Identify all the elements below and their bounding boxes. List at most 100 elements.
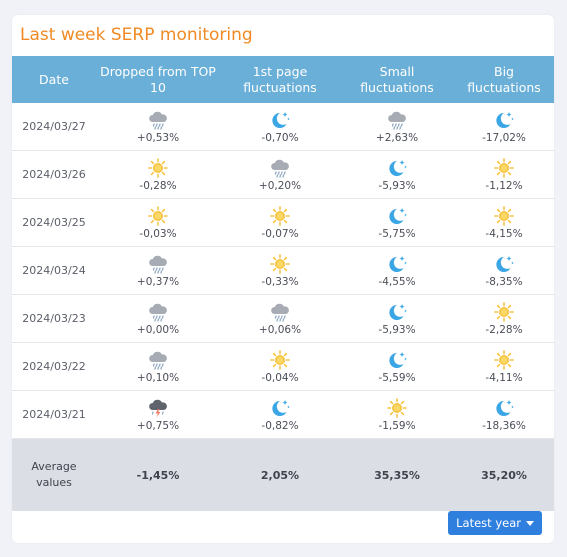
metric-cell: -18,36%	[454, 390, 554, 439]
metric-cell: -5,93%	[340, 150, 454, 199]
metric-cell: +0,75%	[96, 390, 220, 439]
sun-icon	[493, 205, 515, 226]
metric-cell: -0,70%	[220, 103, 340, 151]
metric-value: +0,37%	[136, 275, 180, 288]
sun-icon	[269, 205, 291, 226]
sun-icon	[493, 301, 515, 322]
metric-cell: +2,63%	[340, 103, 454, 151]
metric-value: -4,55%	[378, 275, 416, 288]
metric-value: -1,59%	[378, 419, 416, 432]
moon-stars-icon	[493, 398, 515, 418]
moon-stars-icon	[386, 158, 408, 178]
table-header-row: Date Dropped from TOP 10 1st page fluctu…	[12, 56, 554, 103]
metric-value: -0,70%	[261, 131, 299, 144]
moon-stars-icon	[493, 110, 515, 130]
moon-stars-icon	[269, 398, 291, 418]
row-date: 2024/03/26	[12, 150, 96, 199]
metric-value: +0,00%	[136, 323, 180, 336]
table-row: 2024/03/25 -0,03% -0,07% -5,75% -4,15%	[12, 198, 554, 247]
metric-value: -4,11%	[485, 371, 523, 384]
average-value: 35,20%	[454, 438, 554, 511]
metric-value: +0,06%	[258, 323, 302, 336]
metric-value: -1,12%	[485, 179, 523, 192]
caret-down-icon	[526, 520, 534, 526]
metric-value: -8,35%	[485, 275, 523, 288]
row-date: 2024/03/21	[12, 390, 96, 439]
rain-icon	[269, 158, 291, 178]
metric-value: +2,63%	[375, 131, 419, 144]
metric-cell: -4,15%	[454, 198, 554, 247]
metric-value: -2,28%	[485, 323, 523, 336]
sun-icon	[493, 157, 515, 178]
metric-cell: -8,35%	[454, 246, 554, 295]
metric-cell: -5,59%	[340, 342, 454, 391]
storm-icon	[147, 398, 169, 418]
average-value: 35,35%	[340, 438, 454, 511]
metric-value: -18,36%	[482, 419, 526, 432]
metric-value: -0,28%	[139, 179, 177, 192]
metric-cell: +0,06%	[220, 294, 340, 343]
sun-icon	[269, 253, 291, 274]
row-date: 2024/03/25	[12, 198, 96, 247]
metric-value: -5,75%	[378, 227, 416, 240]
header-big-fluctuations: Big fluctuations	[454, 56, 554, 103]
metric-value: -0,33%	[261, 275, 299, 288]
metric-cell: -0,03%	[96, 198, 220, 247]
metric-value: -4,15%	[485, 227, 523, 240]
metric-value: +0,75%	[136, 419, 180, 432]
average-value: -1,45%	[96, 438, 220, 511]
average-row: Average values -1,45% 2,05% 35,35% 35,20…	[12, 438, 554, 511]
metric-cell: -4,55%	[340, 246, 454, 295]
metric-cell: -2,28%	[454, 294, 554, 343]
moon-stars-icon	[386, 206, 408, 226]
metric-value: -0,82%	[261, 419, 299, 432]
metric-cell: -0,82%	[220, 390, 340, 439]
metric-value: -0,03%	[139, 227, 177, 240]
rain-icon	[147, 254, 169, 274]
table-row: 2024/03/21 +0,75% -0,82% -1,59% -18,36%	[12, 390, 554, 439]
metric-cell: -0,28%	[96, 150, 220, 199]
metric-cell: -5,93%	[340, 294, 454, 343]
metric-cell: -4,11%	[454, 342, 554, 391]
serp-table: Date Dropped from TOP 10 1st page fluctu…	[12, 56, 554, 511]
serp-monitoring-card: Last week SERP monitoring Date Dropped f…	[12, 15, 554, 543]
metric-cell: +0,37%	[96, 246, 220, 295]
metric-value: +0,20%	[258, 179, 302, 192]
latest-year-button[interactable]: Latest year	[448, 511, 542, 535]
metric-cell: -0,04%	[220, 342, 340, 391]
sun-icon	[386, 397, 408, 418]
table-row: 2024/03/24 +0,37% -0,33% -4,55% -8,35%	[12, 246, 554, 295]
sun-icon	[493, 349, 515, 370]
metric-cell: +0,10%	[96, 342, 220, 391]
metric-value: -17,02%	[482, 131, 526, 144]
rain-icon	[386, 110, 408, 130]
average-value: 2,05%	[220, 438, 340, 511]
metric-cell: +0,20%	[220, 150, 340, 199]
header-1st-page-fluctuations: 1st page fluctuations	[220, 56, 340, 103]
sun-icon	[269, 349, 291, 370]
metric-cell: -0,07%	[220, 198, 340, 247]
rain-icon	[147, 110, 169, 130]
metric-value: +0,10%	[136, 371, 180, 384]
table-row: 2024/03/22 +0,10% -0,04% -5,59% -4,11%	[12, 342, 554, 391]
header-date: Date	[12, 56, 96, 103]
header-small-fluctuations: Small fluctuations	[340, 56, 454, 103]
average-label: Average values	[12, 438, 96, 511]
row-date: 2024/03/24	[12, 246, 96, 295]
row-date: 2024/03/23	[12, 294, 96, 343]
moon-stars-icon	[386, 254, 408, 274]
row-date: 2024/03/22	[12, 342, 96, 391]
metric-value: -5,59%	[378, 371, 416, 384]
table-row: 2024/03/26 -0,28% +0,20% -5,93% -1,12%	[12, 150, 554, 199]
sun-icon	[147, 157, 169, 178]
rain-icon	[147, 302, 169, 322]
metric-cell: -5,75%	[340, 198, 454, 247]
metric-cell: +0,53%	[96, 103, 220, 151]
metric-value: +0,53%	[136, 131, 180, 144]
table-row: 2024/03/23 +0,00% +0,06% -5,93% -2,28%	[12, 294, 554, 343]
metric-value: -5,93%	[378, 323, 416, 336]
metric-cell: +0,00%	[96, 294, 220, 343]
rain-icon	[147, 350, 169, 370]
sun-icon	[147, 205, 169, 226]
moon-stars-icon	[386, 302, 408, 322]
